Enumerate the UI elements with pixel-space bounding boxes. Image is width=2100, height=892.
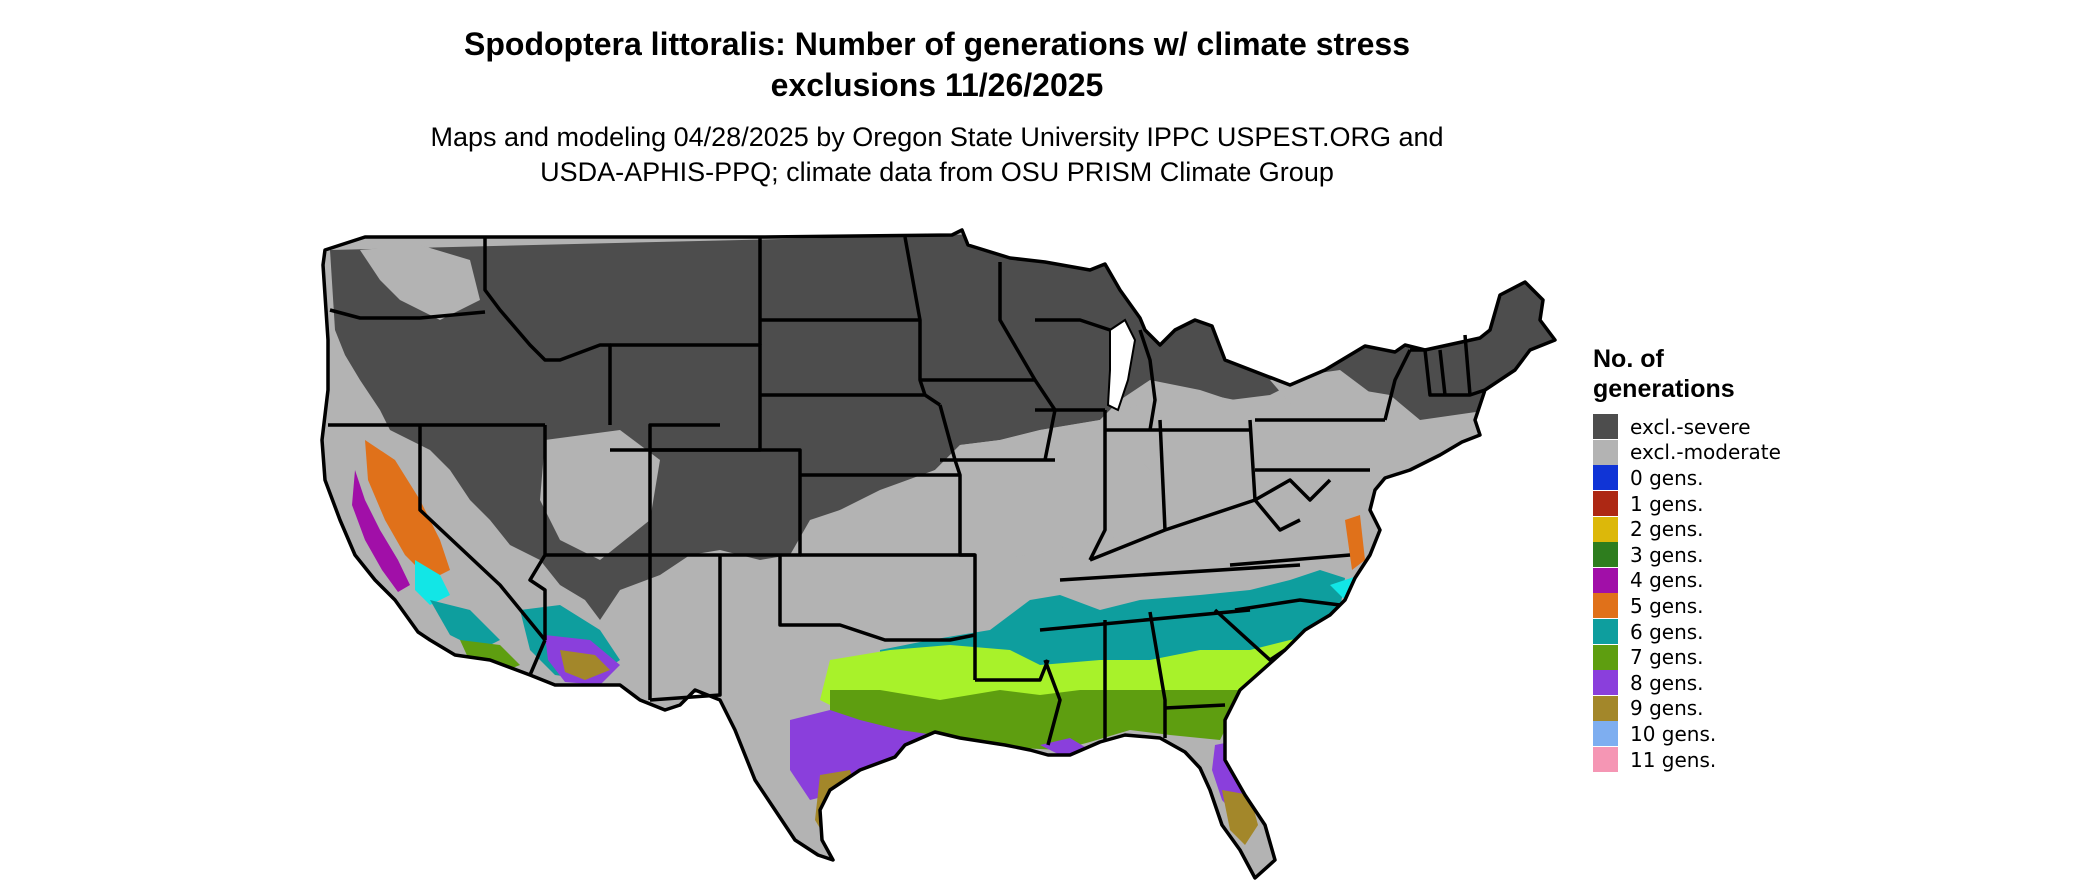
border-al-ga xyxy=(1148,611,1167,738)
legend-item: 0 gens. xyxy=(1593,465,1781,491)
map-title: Spodoptera littoralis: Number of generat… xyxy=(0,24,1874,106)
legend-label: 5 gens. xyxy=(1630,593,1704,618)
lake-michigan xyxy=(1106,318,1137,412)
legend: No. of generations excl.-severe excl.-mod… xyxy=(1593,344,1781,773)
map-title-line2: exclusions 11/26/2025 xyxy=(770,67,1104,103)
legend-items: excl.-severe excl.-moderate 0 gens. 1 gens.… xyxy=(1593,414,1781,773)
border-mn-wi xyxy=(998,262,1057,461)
legend-swatch xyxy=(1593,619,1618,645)
legend-title-line2: generations xyxy=(1593,375,1735,403)
moderate-pocket-greatbasin xyxy=(540,430,660,560)
legend-label: 0 gens. xyxy=(1630,465,1704,490)
border-wa-or xyxy=(329,308,486,320)
state-borders xyxy=(320,228,1557,880)
legend-title-line1: No. of xyxy=(1593,345,1664,373)
legend-title: No. of generations xyxy=(1593,344,1781,404)
border-mi-lower xyxy=(1138,329,1157,431)
legend-swatch xyxy=(1593,721,1618,747)
border-ca-nv xyxy=(418,425,547,642)
legend-swatch xyxy=(1593,516,1618,542)
border-nm-south xyxy=(649,555,722,702)
border-la-ms xyxy=(1043,659,1062,746)
border-il-in xyxy=(1088,410,1107,561)
border-ny-east xyxy=(1383,349,1412,421)
legend-swatch xyxy=(1593,414,1618,440)
border-va-nc xyxy=(1229,553,1351,567)
legend-label: 7 gens. xyxy=(1630,645,1704,670)
border-ar-south xyxy=(975,659,1050,682)
legend-label: 2 gens. xyxy=(1630,517,1704,542)
legend-swatch xyxy=(1593,491,1618,517)
ca-6gens xyxy=(430,600,500,650)
legend-item: 11 gens. xyxy=(1593,747,1781,773)
moderate-pocket-west xyxy=(360,245,480,320)
border-dakotas-east xyxy=(903,236,927,396)
border-oh-pa xyxy=(1248,419,1257,501)
border-tn-south xyxy=(1039,608,1251,632)
legend-label: 6 gens. xyxy=(1630,619,1704,644)
legend-label: 10 gens. xyxy=(1630,721,1717,746)
border-ga-sc xyxy=(1213,608,1286,662)
legend-label: 8 gens. xyxy=(1630,670,1704,695)
legend-item: 1 gens. xyxy=(1593,491,1781,517)
border-ga-fl xyxy=(1164,703,1226,710)
legend-item: 4 gens. xyxy=(1593,567,1781,594)
border-nc-sc xyxy=(1234,598,1341,612)
legend-item: excl.-severe xyxy=(1593,414,1781,440)
border-nv-ut xyxy=(528,425,547,640)
legend-swatch xyxy=(1593,542,1618,568)
south-lime-band xyxy=(820,635,1320,720)
legend-item: 9 gens. xyxy=(1593,695,1781,722)
legend-label: 1 gens. xyxy=(1630,491,1704,516)
map-subtitle-line2: USDA-APHIS-PPQ; climate data from OSU PR… xyxy=(540,157,1334,187)
legend-item: 8 gens. xyxy=(1593,670,1781,696)
border-ky-tn xyxy=(1059,563,1301,582)
legend-item: 10 gens. xyxy=(1593,721,1781,747)
map-subtitle-line1: Maps and modeling 04/28/2025 by Oregon S… xyxy=(430,122,1444,152)
legend-item: 2 gens. xyxy=(1593,516,1781,542)
chesapeake-5gens xyxy=(1345,515,1365,570)
border-ok-tx xyxy=(778,555,976,642)
legend-item: 6 gens. xyxy=(1593,619,1781,645)
legend-item: 5 gens. xyxy=(1593,593,1781,619)
ca-cyan xyxy=(415,560,450,605)
legend-swatch xyxy=(1593,644,1618,670)
map-title-line1: Spodoptera littoralis: Number of generat… xyxy=(464,26,1410,62)
legend-swatch xyxy=(1593,439,1618,465)
border-upper-mi xyxy=(1035,318,1111,332)
map-subtitle: Maps and modeling 04/28/2025 by Oregon S… xyxy=(0,120,1874,190)
az-9gens xyxy=(560,650,610,680)
legend-swatch xyxy=(1593,695,1618,721)
ca-5gens xyxy=(365,440,450,580)
legend-swatch xyxy=(1593,593,1618,619)
border-az-ca xyxy=(528,639,547,676)
legend-label: 4 gens. xyxy=(1630,568,1704,593)
border-ut-az xyxy=(545,423,720,557)
legend-label: 11 gens. xyxy=(1630,747,1717,772)
border-co xyxy=(650,448,802,557)
legend-item: 7 gens. xyxy=(1593,644,1781,670)
border-in-oh xyxy=(1158,419,1167,531)
border-wv xyxy=(1254,478,1332,502)
border-id-mt xyxy=(483,237,612,425)
legend-swatch xyxy=(1593,567,1618,593)
legend-label: 3 gens. xyxy=(1630,542,1704,567)
legend-swatch xyxy=(1593,465,1618,491)
legend-item: 3 gens. xyxy=(1593,542,1781,568)
legend-item: excl.-moderate xyxy=(1593,439,1781,466)
legend-label: 9 gens. xyxy=(1630,696,1704,721)
ca-4gens xyxy=(352,470,410,592)
legend-label: excl.-moderate xyxy=(1630,440,1781,465)
border-new-england xyxy=(1410,334,1486,397)
legend-label: excl.-severe xyxy=(1630,414,1751,439)
us-outline xyxy=(320,228,1557,880)
legend-swatch xyxy=(1593,747,1618,773)
legend-swatch xyxy=(1593,670,1618,696)
